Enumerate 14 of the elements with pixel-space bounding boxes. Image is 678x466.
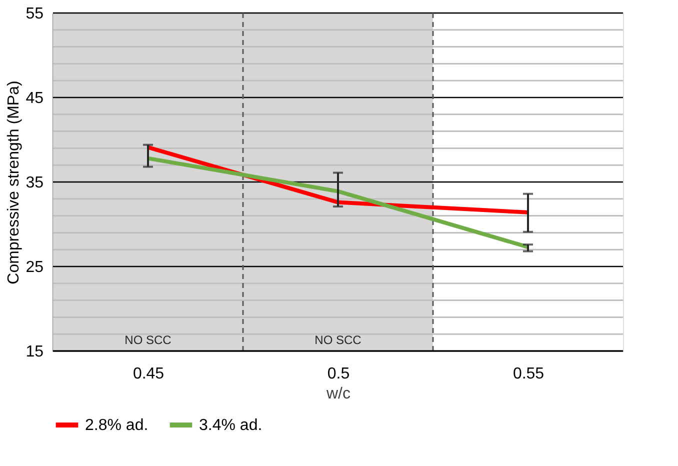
legend-label: 2.8% ad.: [85, 417, 148, 434]
band-label: NO SCC: [124, 333, 172, 347]
x-axis-title: w/c: [326, 386, 350, 402]
y-tick-label: 15: [26, 344, 44, 360]
x-tick-label: 0.55: [512, 366, 544, 382]
y-tick-label: 35: [26, 174, 44, 192]
x-tick-label: 0.5: [327, 366, 350, 382]
y-axis-title: Compressive strength (MPa): [6, 80, 23, 284]
y-tick-label: 25: [26, 259, 44, 276]
band-label: NO SCC: [314, 333, 362, 347]
y-tick-label: 45: [26, 90, 44, 107]
y-tick-label: 55: [26, 6, 44, 22]
legend-label: 3.4% ad.: [199, 417, 262, 434]
x-tick-label: 0.45: [132, 366, 164, 382]
